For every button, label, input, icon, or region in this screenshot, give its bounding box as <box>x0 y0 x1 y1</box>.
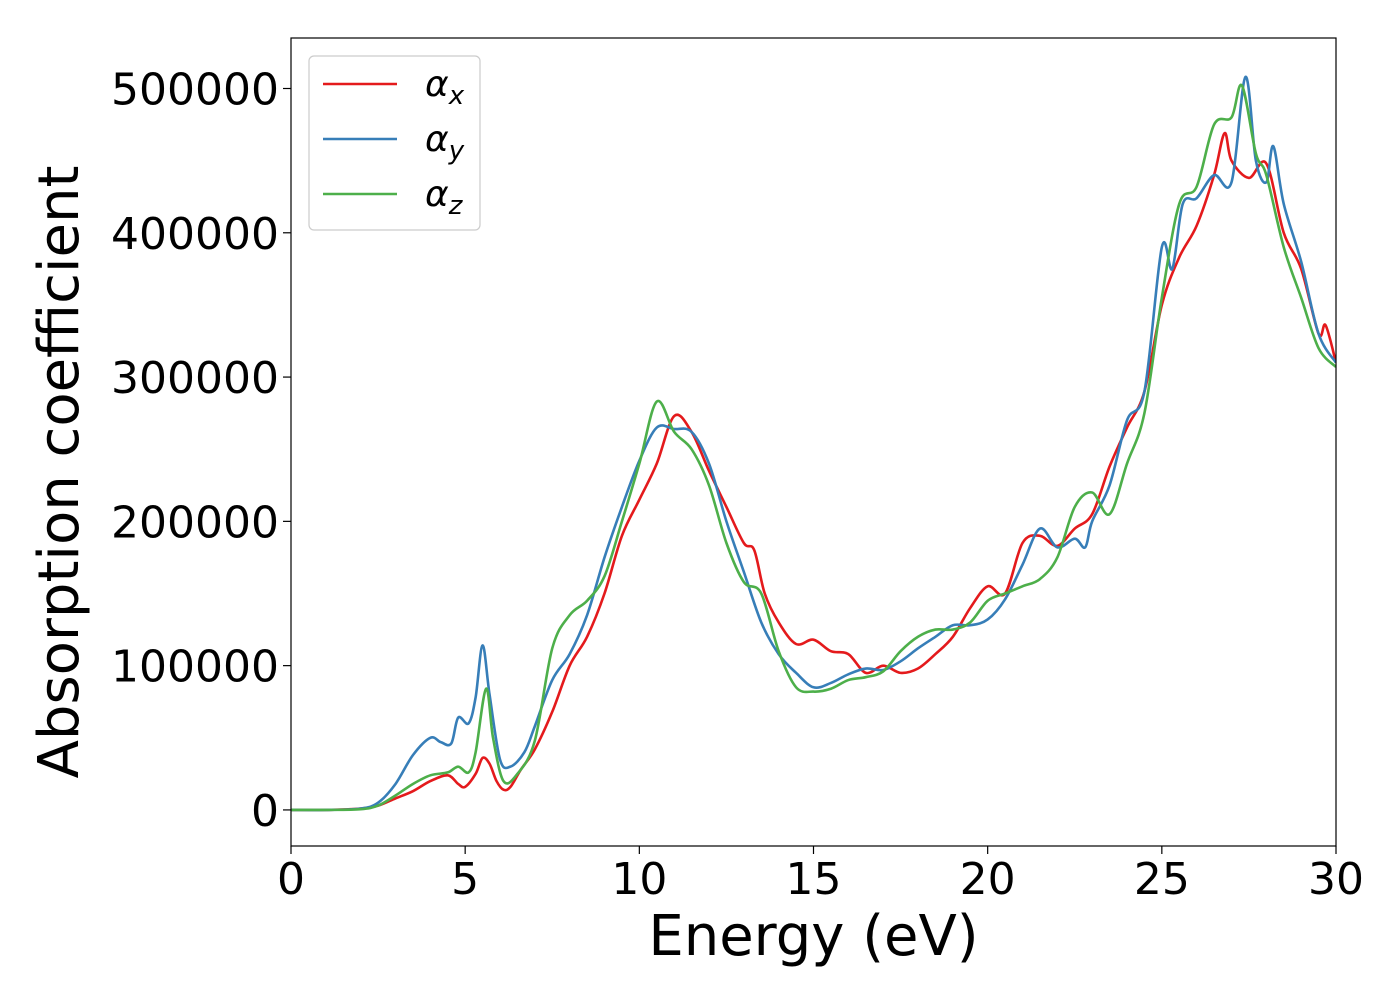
series-line-y <box>291 75 1336 812</box>
series-line-z <box>291 83 1336 812</box>
x-tick-label: 30 <box>1308 854 1364 905</box>
series-line-x <box>291 131 1336 812</box>
x-tick-label: 15 <box>786 854 842 905</box>
series-lines <box>291 75 1336 812</box>
x-tick-label: 25 <box>1134 854 1190 905</box>
y-tick-label: 100000 <box>111 642 279 693</box>
y-tick-label: 0 <box>251 786 279 837</box>
y-tick-label: 300000 <box>111 353 279 404</box>
x-axis-title: Energy (eV) <box>648 904 978 969</box>
x-tick-label: 0 <box>277 854 305 905</box>
y-tick-label: 400000 <box>111 209 279 260</box>
x-tick-label: 20 <box>960 854 1016 905</box>
legend-box <box>308 55 481 231</box>
y-axis-title: Absorption coefficient <box>27 166 92 779</box>
x-tick-label: 10 <box>611 854 667 905</box>
axis-ticks: 0 5 10 15 20 25 30 0 100000 200000 300000 400000 500… <box>111 65 1364 906</box>
y-tick-label: 500000 <box>111 65 279 116</box>
x-tick-label: 5 <box>451 854 479 905</box>
y-tick-label: 200000 <box>111 497 279 548</box>
